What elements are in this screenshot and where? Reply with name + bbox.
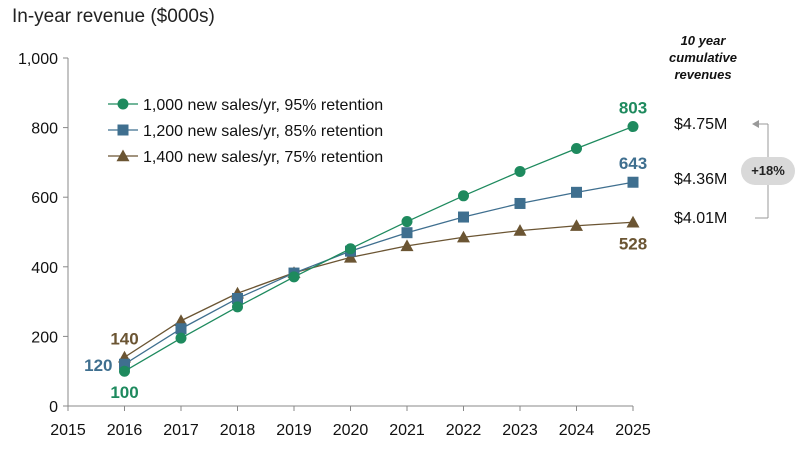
legend-marker (116, 149, 130, 162)
x-tick-label: 2024 (559, 422, 595, 439)
y-tick-label: 600 (31, 190, 58, 207)
cumulative-revenues-title: 10 year cumulative revenues (662, 32, 744, 83)
data-point (513, 224, 527, 236)
series-line (124, 181, 634, 365)
data-point (175, 332, 187, 344)
x-tick-label: 2020 (333, 422, 369, 439)
data-point (514, 165, 526, 177)
x-tick-label: 2022 (446, 422, 482, 439)
legend-label: 1,400 new sales/yr, 75% retention (143, 149, 383, 166)
legend-marker (117, 124, 129, 136)
x-tick-label: 2017 (163, 422, 199, 439)
data-label-start: 120 (84, 356, 112, 375)
data-label-end: 528 (619, 234, 647, 253)
y-tick-label: 0 (49, 399, 58, 416)
cumulative-title-line: revenues (674, 67, 732, 82)
data-point (175, 323, 187, 335)
data-point (401, 216, 413, 228)
cumulative-value-85: $4.36M (674, 171, 728, 188)
x-tick-label: 2019 (276, 422, 312, 439)
data-point (457, 230, 470, 243)
data-point (571, 142, 582, 154)
series-line (124, 125, 634, 372)
x-tick-label: 2023 (502, 422, 538, 439)
data-point (345, 243, 356, 255)
x-tick-label: 2018 (220, 422, 256, 439)
data-point (119, 365, 130, 377)
data-label-start: 140 (110, 329, 138, 348)
cumulative-title-line: cumulative (669, 50, 737, 65)
data-point (400, 239, 414, 252)
cumulative-value-75: $4.01M (674, 210, 728, 227)
x-tick-label: 2025 (615, 422, 651, 439)
data-point (232, 301, 243, 313)
bracket-arrowhead (752, 120, 759, 128)
chart-data-labels: 100 120 140 803 643 528 (84, 99, 647, 403)
data-point (626, 215, 640, 228)
data-point (288, 271, 300, 283)
y-axis-title: In-year revenue ($000s) (12, 6, 215, 27)
chart-axes: 0 200 400 600 800 1,000 2015 2016 2017 2018 2019 20… (18, 51, 651, 439)
data-point (232, 292, 243, 304)
legend-label: 1,000 new sales/yr, 95% retention (143, 97, 383, 114)
data-point (401, 227, 413, 239)
data-point (571, 186, 582, 198)
chart-legend: 1,000 new sales/yr, 95% retention 1,200 n… (108, 97, 383, 166)
y-tick-label: 1,000 (18, 51, 58, 68)
chart-series (118, 121, 640, 377)
series-line (124, 221, 634, 358)
data-point (514, 197, 526, 209)
data-point (627, 176, 639, 188)
data-point (344, 250, 357, 263)
data-label-end: 643 (619, 154, 647, 173)
data-point (458, 190, 469, 202)
y-tick-label: 800 (31, 121, 58, 138)
data-point (627, 121, 639, 133)
legend-marker (117, 98, 129, 110)
x-tick-label: 2015 (50, 422, 86, 439)
data-label-end: 803 (619, 99, 647, 118)
cumulative-value-95: $4.75M (674, 116, 728, 133)
data-point (174, 314, 188, 326)
data-point (570, 219, 583, 231)
data-point (119, 358, 130, 370)
legend-label: 1,200 new sales/yr, 85% retention (143, 123, 383, 140)
y-tick-label: 400 (31, 260, 58, 277)
data-label-start: 100 (110, 383, 138, 402)
data-point (458, 211, 469, 223)
y-tick-label: 200 (31, 329, 58, 346)
x-tick-label: 2016 (107, 422, 143, 439)
cumulative-title-line: 10 year (680, 33, 726, 48)
difference-badge: +18% (741, 157, 795, 185)
x-tick-label: 2021 (389, 422, 425, 439)
